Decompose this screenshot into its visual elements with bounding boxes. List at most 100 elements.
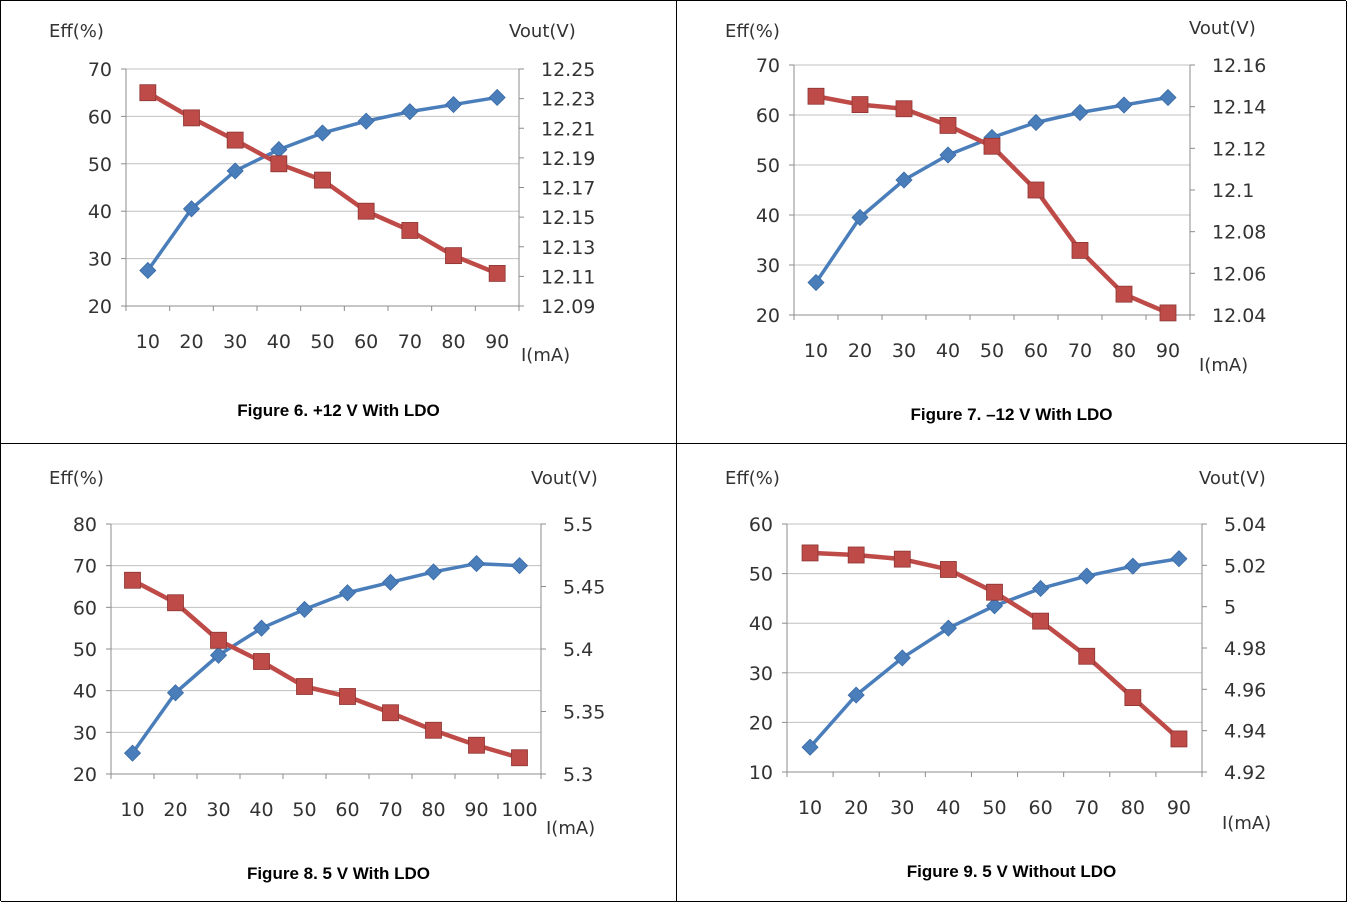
- left-tick-label: 80: [73, 514, 97, 536]
- x-tick-label: 70: [1068, 340, 1092, 362]
- x-tick-label: 70: [398, 331, 422, 353]
- left-tick-label: 10: [749, 762, 773, 784]
- vout-data-point: [445, 247, 462, 265]
- efficiency-series-line: [131, 561, 520, 755]
- left-tick-label: 70: [88, 59, 112, 81]
- x-tick-label: 40: [267, 331, 291, 353]
- vout-data-point: [124, 571, 141, 589]
- left-tick-label: 40: [73, 681, 97, 703]
- x-tick-label: 50: [310, 331, 334, 353]
- vout-data-point: [270, 155, 288, 173]
- x-tick-label: 90: [1167, 797, 1191, 819]
- left-tick-label: 70: [756, 55, 780, 77]
- chart-figure-7: 20 30 40 50 60 70 12.04 12.06 12.08 12.1 12.12 12.1…: [725, 18, 1266, 376]
- left-axis-title: Eff(%): [725, 21, 780, 42]
- vout-data-point: [1115, 285, 1133, 303]
- x-axis-title: I(mA): [521, 345, 570, 366]
- efficiency-data-point: [488, 88, 506, 107]
- vout-data-point: [1170, 730, 1188, 748]
- x-tick-label: 60: [1024, 340, 1048, 362]
- left-tick-label: 60: [73, 597, 97, 619]
- right-tick-label: 4.92: [1224, 762, 1266, 784]
- x-tick-label: 100: [501, 799, 537, 821]
- right-tick-label: 12.13: [541, 237, 595, 259]
- figure-cell-8: 20 30 40 50 60 70 80 5.3 5.35 5.4 5.45 5.5 10 20 30 40 5…: [1, 444, 677, 902]
- left-tick-label: 60: [88, 106, 112, 128]
- vout-data-point: [511, 749, 528, 767]
- vout-data-point: [893, 550, 911, 568]
- x-tick-label: 10: [798, 797, 822, 819]
- figure-caption: Figure 7. –12 V With LDO: [910, 405, 1113, 424]
- chart-figure-9: 10 20 30 40 50 60 4.92 4.94 4.96 4.98 5 5.02 5.04 10 2…: [725, 468, 1271, 834]
- efficiency-data-point: [851, 208, 869, 227]
- right-axis-title: Vout(V): [1199, 468, 1266, 489]
- left-tick-label: 20: [749, 712, 773, 734]
- vout-data-point: [1159, 304, 1177, 322]
- vout-data-point: [1071, 242, 1089, 259]
- left-tick-label: 20: [756, 305, 780, 327]
- right-tick-label: 12.06: [1212, 263, 1266, 285]
- x-tick-label: 30: [890, 797, 914, 819]
- x-tick-label: 90: [1156, 340, 1180, 362]
- efficiency-data-point: [510, 557, 529, 575]
- right-tick-label: 4.98: [1224, 638, 1266, 660]
- efficiency-data-point: [444, 95, 463, 114]
- right-tick-label: 5: [1224, 597, 1236, 619]
- vout-data-point: [401, 222, 419, 239]
- vout-data-point: [851, 96, 869, 113]
- right-axis-title: Vout(V): [531, 468, 598, 489]
- x-tick-label: 10: [136, 331, 160, 353]
- right-tick-label: 12.11: [541, 266, 595, 288]
- figure-caption: Figure 9. 5 V Without LDO: [906, 862, 1117, 881]
- x-tick-label: 10: [804, 340, 828, 362]
- efficiency-data-point: [467, 555, 486, 573]
- vout-data-point: [939, 561, 957, 578]
- efficiency-data-point: [139, 261, 157, 280]
- x-tick-label: 90: [485, 331, 509, 353]
- figure-cell-6: 20 30 40 50 60 70 12.09 12.11 12.13 12.15 12.17 12.…: [1, 1, 677, 444]
- x-tick-label: 80: [421, 799, 445, 821]
- left-axis-title: Eff(%): [725, 468, 780, 489]
- right-tick-label: 4.96: [1224, 679, 1266, 701]
- efficiency-data-point: [1170, 550, 1188, 568]
- x-tick-label: 10: [120, 799, 144, 821]
- right-tick-label: 5.45: [563, 577, 605, 599]
- vout-data-point: [339, 688, 356, 705]
- left-tick-label: 30: [73, 722, 97, 744]
- right-tick-label: 12.21: [541, 118, 595, 140]
- x-tick-label: 50: [982, 797, 1006, 819]
- x-tick-label: 80: [1121, 797, 1145, 819]
- right-tick-label: 12.12: [1212, 138, 1266, 160]
- left-tick-label: 50: [88, 154, 112, 176]
- left-tick-label: 70: [73, 556, 97, 578]
- efficiency-data-point: [123, 744, 142, 762]
- efficiency-data-point: [252, 619, 271, 637]
- x-tick-label: 90: [464, 799, 488, 821]
- efficiency-data-point: [939, 146, 957, 164]
- x-tick-label: 30: [206, 799, 230, 821]
- vout-data-point: [801, 544, 819, 562]
- efficiency-data-point: [1159, 88, 1177, 107]
- right-tick-label: 5.4: [563, 639, 593, 661]
- vout-data-point: [1027, 181, 1045, 199]
- x-axis-title: I(mA): [546, 818, 595, 839]
- left-axis-title: Eff(%): [49, 21, 104, 42]
- efficiency-data-point: [1071, 103, 1089, 122]
- efficiency-data-point: [295, 600, 314, 618]
- vout-data-point: [1124, 689, 1142, 707]
- efficiency-data-point: [270, 141, 288, 159]
- right-tick-label: 5.3: [563, 764, 593, 786]
- right-tick-label: 12.16: [1212, 55, 1266, 77]
- x-tick-label: 80: [441, 331, 465, 353]
- vout-data-point: [1078, 647, 1096, 665]
- figure-cell-7: 20 30 40 50 60 70 12.04 12.06 12.08 12.1 12.12 12.1…: [677, 1, 1347, 444]
- efficiency-data-point: [313, 124, 332, 142]
- right-axis-title: Vout(V): [1189, 18, 1256, 39]
- right-tick-label: 12.15: [541, 207, 595, 229]
- x-tick-label: 60: [335, 799, 359, 821]
- efficiency-data-point: [801, 738, 819, 756]
- left-axis-title: Eff(%): [49, 468, 104, 489]
- x-tick-label: 20: [163, 799, 187, 821]
- right-tick-label: 5.02: [1224, 555, 1266, 577]
- x-tick-label: 30: [892, 340, 916, 362]
